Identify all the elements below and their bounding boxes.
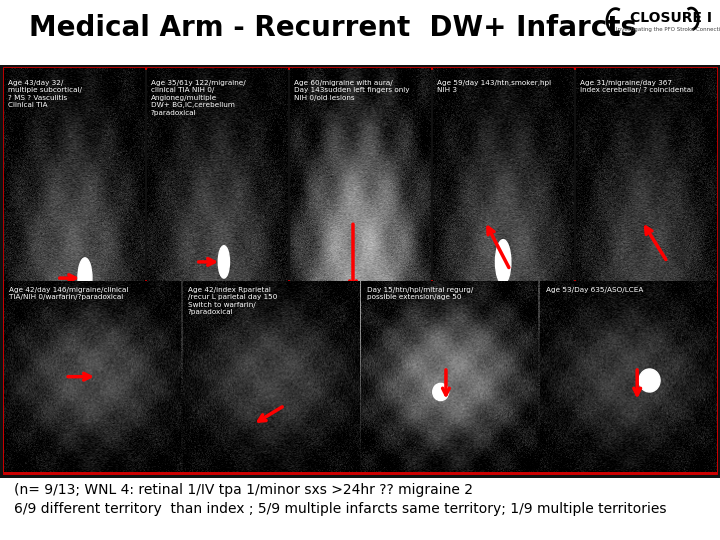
Text: Age 53/Day 635/ASO/LCEA: Age 53/Day 635/ASO/LCEA: [546, 287, 643, 293]
Bar: [4, 68, 716, 472]
Text: Age 60/migraine with aura/
Day 143sudden left fingers only
NIH 0/old lesions: Age 60/migraine with aura/ Day 143sudden…: [294, 80, 410, 100]
Text: (n= 9/13; WNL 4: retinal 1/IV tpa 1/minor sxs >24hr ?? migraine 2: (n= 9/13; WNL 4: retinal 1/IV tpa 1/mino…: [14, 483, 474, 497]
Circle shape: [78, 258, 92, 298]
Text: Age 35/61y 122/migraine/
clinical TIA NIH 0/
Angioneg/multiple
DW+ BG,IC,cerebel: Age 35/61y 122/migraine/ clinical TIA NI…: [151, 80, 246, 116]
Circle shape: [218, 246, 230, 278]
Text: CLOSURE I: CLOSURE I: [630, 11, 712, 25]
Text: Age 43/day 32/
multiple subcortical/
? MS ? Vasculitis
Clinical TIA: Age 43/day 32/ multiple subcortical/ ? M…: [8, 80, 82, 108]
Circle shape: [433, 383, 449, 401]
Text: Age 42/index Rparietal
/recur L parietal day 150
Switch to warfarin/
?paradoxica: Age 42/index Rparietal /recur L parietal…: [188, 287, 277, 315]
Circle shape: [639, 369, 660, 392]
Bar: [0, 65, 720, 478]
Circle shape: [495, 240, 511, 284]
Text: Age 59/day 143/htn,smoker,hpl
NIH 3: Age 59/day 143/htn,smoker,hpl NIH 3: [437, 80, 552, 93]
Bar: [4, 281, 716, 472]
Text: 6/9 different territory  than index ; 5/9 multiple infarcts same territory; 1/9 : 6/9 different territory than index ; 5/9…: [14, 502, 667, 516]
Text: Age 42/day 146/migraine/clinical
TIA/NIH 0/warfarin/?paradoxical: Age 42/day 146/migraine/clinical TIA/NIH…: [9, 287, 128, 300]
Text: Age 31/migraine/day 367
Index cerebellar/ ? coincidental: Age 31/migraine/day 367 Index cerebellar…: [580, 80, 693, 93]
Text: Day 15/htn/hpl/mitral regurg/
possible extension/age 50: Day 15/htn/hpl/mitral regurg/ possible e…: [366, 287, 473, 300]
Text: Investigating the PFO Stroke Connection: Investigating the PFO Stroke Connection: [616, 27, 720, 32]
Text: Medical Arm - Recurrent  DW+ Infarcts: Medical Arm - Recurrent DW+ Infarcts: [29, 14, 636, 42]
